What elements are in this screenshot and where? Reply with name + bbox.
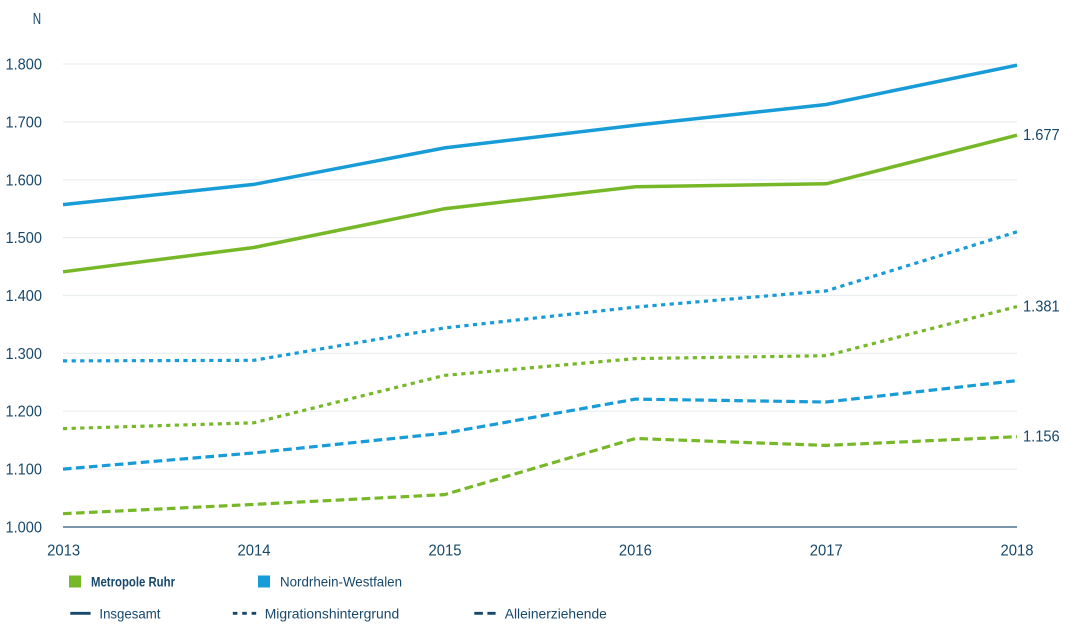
svg-text:Metropole Ruhr: Metropole Ruhr <box>91 574 175 590</box>
svg-text:1.677: 1.677 <box>1023 127 1060 144</box>
svg-text:2016: 2016 <box>619 543 652 560</box>
svg-text:Insgesamt: Insgesamt <box>99 606 160 622</box>
svg-text:1.100: 1.100 <box>6 462 43 479</box>
svg-text:1.400: 1.400 <box>6 288 43 305</box>
svg-text:2015: 2015 <box>429 543 462 560</box>
svg-text:1.500: 1.500 <box>6 230 43 247</box>
svg-text:1.700: 1.700 <box>6 114 43 131</box>
svg-text:1.156: 1.156 <box>1023 429 1060 446</box>
svg-text:1.800: 1.800 <box>6 57 43 74</box>
svg-text:1.000: 1.000 <box>6 520 43 537</box>
svg-text:1.200: 1.200 <box>6 404 43 421</box>
svg-text:Migrationshintergrund: Migrationshintergrund <box>265 606 400 622</box>
svg-text:2018: 2018 <box>1001 543 1034 560</box>
svg-text:2014: 2014 <box>238 543 271 560</box>
svg-text:Nordrhein-Westfalen: Nordrhein-Westfalen <box>280 574 402 590</box>
svg-text:1.300: 1.300 <box>6 346 43 363</box>
svg-text:N: N <box>33 11 41 28</box>
svg-text:1.600: 1.600 <box>6 172 43 189</box>
svg-text:Alleinerziehende: Alleinerziehende <box>505 606 607 622</box>
svg-text:2013: 2013 <box>47 543 80 560</box>
svg-text:2017: 2017 <box>810 543 843 560</box>
svg-text:1.381: 1.381 <box>1023 299 1060 316</box>
